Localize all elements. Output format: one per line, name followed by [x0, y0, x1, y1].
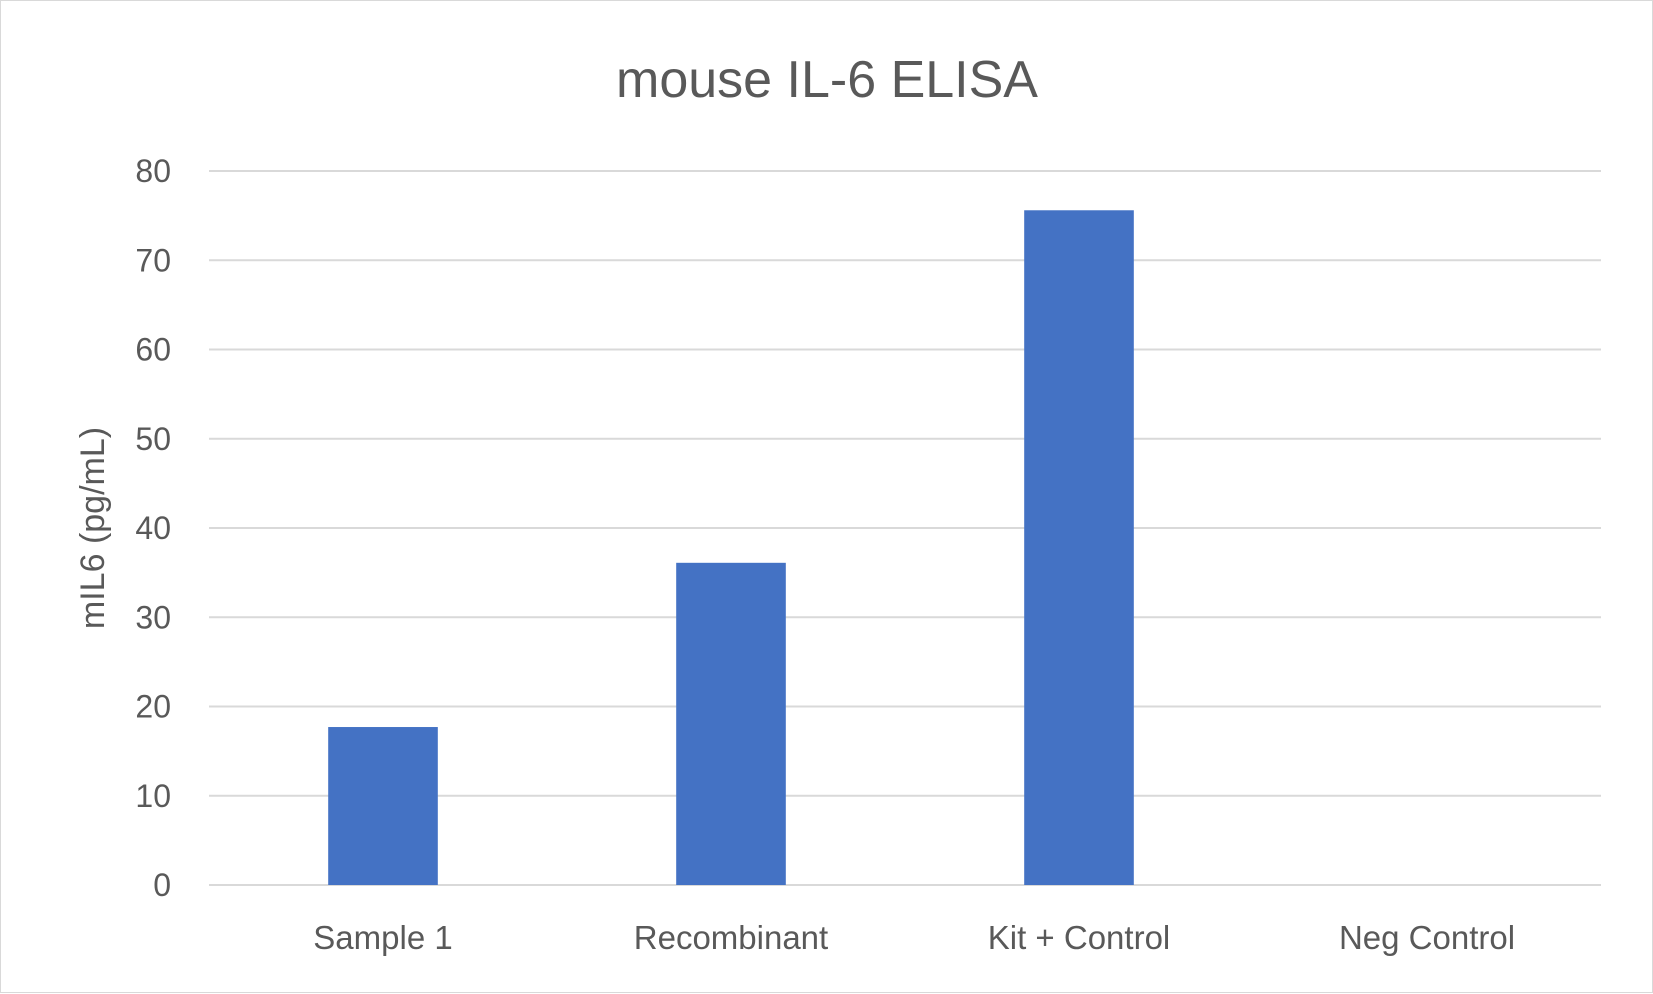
chart-title: mouse IL-6 ELISA: [616, 51, 1038, 109]
gridlines: [209, 170, 1601, 886]
y-tick-label: 30: [135, 599, 171, 635]
y-tick-label: 50: [135, 421, 171, 457]
y-axis-ticks: 0 10 20 30 40 50 60 70 80: [135, 153, 171, 903]
y-tick-label: 40: [135, 510, 171, 546]
x-category-label: Kit + Control: [988, 919, 1171, 956]
y-tick-label: 80: [135, 153, 171, 189]
bar-kit-control: [1024, 210, 1134, 885]
y-axis-label: mIL6 (pg/mL): [74, 427, 112, 629]
x-category-label: Recombinant: [634, 919, 828, 956]
y-tick-label: 20: [135, 689, 171, 725]
y-tick-label: 70: [135, 242, 171, 278]
x-axis-categories: Sample 1 Recombinant Kit + Control Neg Cont…: [313, 919, 1515, 956]
x-category-label: Sample 1: [313, 919, 452, 956]
bar-sample-1: [328, 727, 438, 885]
x-category-label: Neg Control: [1339, 919, 1515, 956]
y-tick-label: 10: [135, 778, 171, 814]
bar-recombinant: [676, 562, 786, 885]
y-tick-label: 0: [153, 867, 171, 903]
bars: [328, 210, 1134, 885]
y-tick-label: 60: [135, 332, 171, 368]
